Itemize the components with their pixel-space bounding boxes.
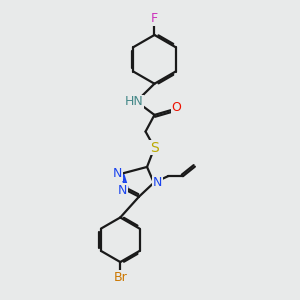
Text: N: N [113, 167, 122, 180]
Text: Br: Br [113, 271, 127, 284]
Text: S: S [150, 141, 159, 154]
Text: N: N [118, 184, 127, 196]
Text: O: O [171, 101, 181, 114]
Text: F: F [151, 12, 158, 25]
Text: N: N [153, 176, 162, 189]
Text: HN: HN [124, 95, 143, 108]
